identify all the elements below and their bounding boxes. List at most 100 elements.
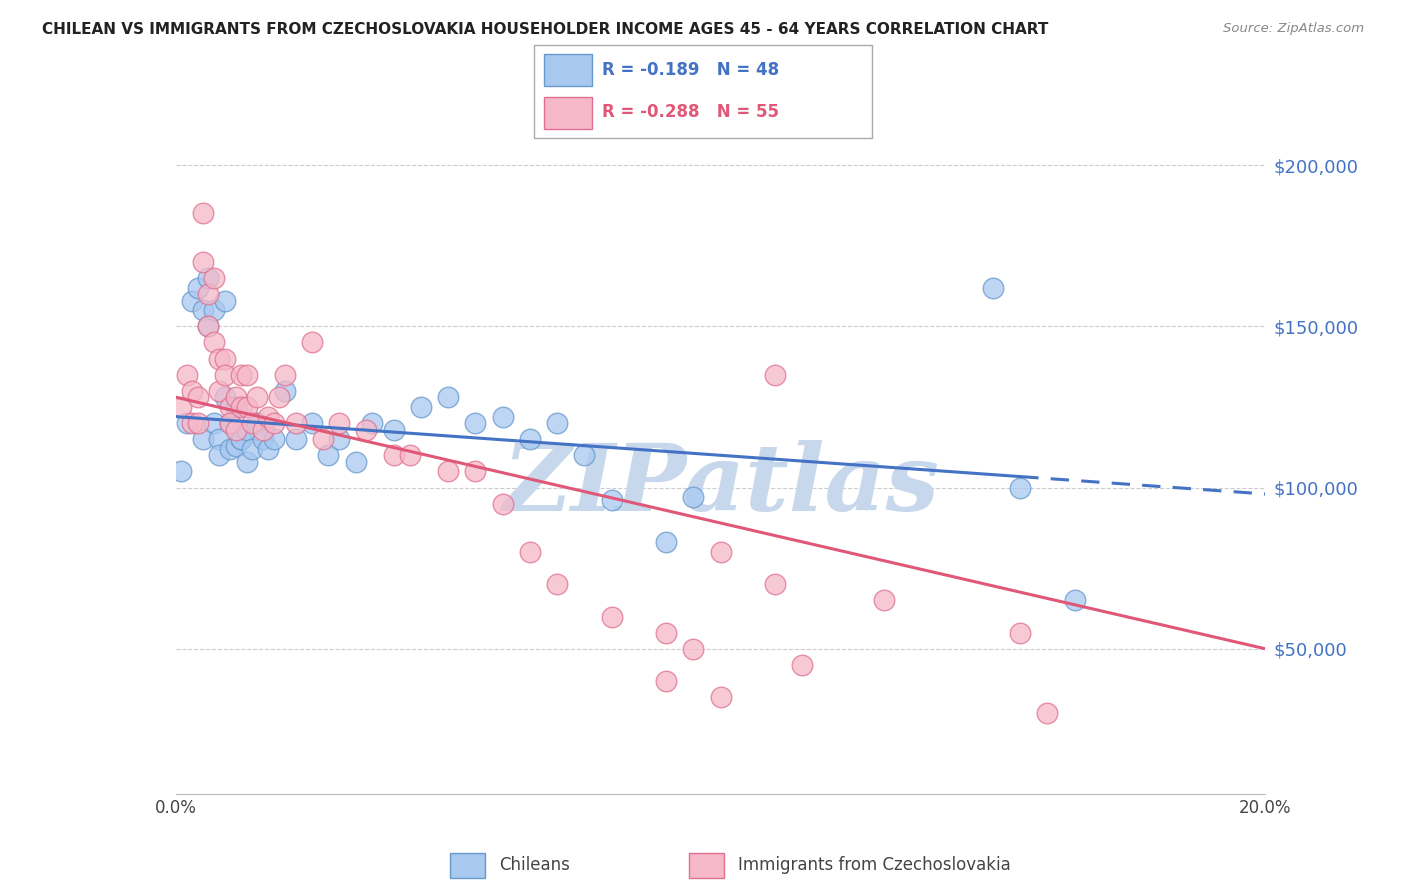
Point (284, 432, 307, 446)
Point (181, 293, 204, 308)
Point (231, 432, 253, 446)
Point (231, 368, 253, 382)
Point (269, 390, 291, 404)
Point (409, 400, 432, 414)
Point (1063, 593, 1085, 607)
Point (197, 287, 219, 301)
Point (191, 432, 214, 446)
Point (225, 400, 247, 414)
Text: R = -0.189   N = 48: R = -0.189 N = 48 (602, 61, 779, 78)
Point (197, 319, 219, 334)
Point (263, 432, 285, 446)
Point (231, 400, 253, 414)
Point (240, 416, 263, 430)
Point (981, 280, 1004, 294)
Point (252, 423, 274, 437)
Point (1010, 625, 1032, 640)
Point (208, 432, 231, 446)
Point (191, 255, 214, 269)
Point (328, 432, 350, 446)
Point (399, 448, 422, 462)
Text: Chileans: Chileans (499, 856, 569, 874)
Point (208, 448, 231, 462)
Text: R = -0.288   N = 55: R = -0.288 N = 55 (602, 103, 779, 121)
Point (225, 423, 247, 437)
Point (235, 368, 257, 382)
Point (873, 593, 896, 607)
Point (235, 455, 257, 469)
Point (792, 657, 814, 672)
Point (655, 535, 678, 549)
Text: Source: ZipAtlas.com: Source: ZipAtlas.com (1223, 22, 1364, 36)
Point (274, 384, 297, 398)
Point (301, 335, 323, 350)
Point (181, 416, 204, 430)
Text: Immigrants from Czechoslovakia: Immigrants from Czechoslovakia (738, 856, 1011, 874)
Point (219, 400, 242, 414)
Point (214, 390, 236, 404)
Point (257, 409, 280, 424)
Point (301, 416, 323, 430)
Point (214, 351, 236, 366)
Point (208, 384, 231, 398)
Point (246, 416, 269, 430)
Point (197, 271, 219, 285)
Point (437, 390, 460, 404)
Point (437, 464, 460, 478)
Point (257, 442, 280, 456)
Point (284, 416, 307, 430)
Point (208, 351, 231, 366)
Point (235, 423, 257, 437)
Point (600, 493, 623, 508)
Point (344, 455, 367, 469)
Point (181, 384, 204, 398)
Point (492, 409, 515, 424)
Point (235, 400, 257, 414)
Bar (689, 853, 724, 878)
Point (263, 416, 285, 430)
Point (176, 368, 198, 382)
Point (202, 335, 225, 350)
Point (170, 400, 193, 414)
Point (574, 448, 596, 462)
Point (600, 609, 623, 624)
Point (655, 625, 678, 640)
Point (214, 293, 236, 308)
Point (519, 432, 541, 446)
Point (186, 280, 209, 294)
Point (763, 577, 786, 591)
Bar (544, 54, 592, 86)
Point (682, 641, 704, 656)
Point (219, 442, 242, 456)
Point (655, 673, 678, 688)
Bar (544, 97, 592, 129)
Point (1010, 481, 1032, 495)
Point (225, 439, 247, 453)
Point (191, 206, 214, 220)
Point (763, 368, 786, 382)
Point (240, 442, 263, 456)
Point (546, 577, 568, 591)
Point (519, 545, 541, 559)
Point (274, 368, 297, 382)
Point (356, 423, 378, 437)
Point (191, 303, 214, 318)
Point (202, 303, 225, 318)
Point (328, 416, 350, 430)
Point (246, 390, 269, 404)
Text: CHILEAN VS IMMIGRANTS FROM CZECHOSLOVAKIA HOUSEHOLDER INCOME AGES 45 - 64 YEARS : CHILEAN VS IMMIGRANTS FROM CZECHOSLOVAKI… (42, 22, 1049, 37)
Point (186, 416, 209, 430)
Point (382, 423, 405, 437)
Point (219, 416, 242, 430)
Point (682, 490, 704, 504)
Point (225, 390, 247, 404)
Point (202, 271, 225, 285)
Point (382, 448, 405, 462)
Point (312, 432, 335, 446)
Text: ZIPatlas: ZIPatlas (502, 440, 939, 530)
Point (252, 432, 274, 446)
Point (219, 416, 242, 430)
Point (176, 416, 198, 430)
Point (710, 690, 733, 705)
Point (318, 448, 340, 462)
